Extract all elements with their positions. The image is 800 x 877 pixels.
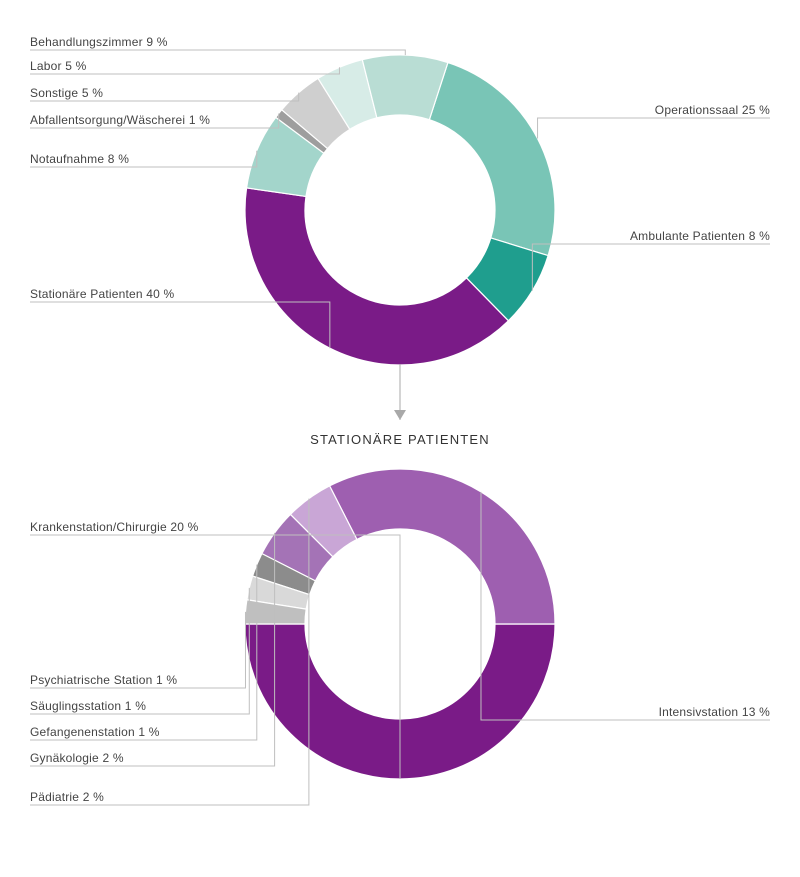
label-paediatrie: Pädiatrie 2 % [30,790,104,804]
label-stationaere: Stationäre Patienten 40 % [30,287,175,301]
label-abfall: Abfallentsorgung/Wäscherei 1 % [30,113,210,127]
label-behandlungszimmer: Behandlungszimmer 9 % [30,35,168,49]
label-saeuglings: Säuglingsstation 1 % [30,699,146,713]
slice-operationssaal [429,63,555,256]
label-sonstige: Sonstige 5 % [30,86,103,100]
donut-bottom: Krankenstation/Chirurgie 20 % Intensivsta… [30,469,770,805]
leader-saeuglings [30,588,249,714]
label-krankenstation: Krankenstation/Chirurgie 20 % [30,520,199,534]
donut-top: Operationssaal 25 % Ambulante Patienten 8… [30,35,770,365]
label-notaufnahme: Notaufnahme 8 % [30,152,129,166]
leader-ambulante [532,244,770,291]
slice-intensiv [330,469,555,624]
label-labor: Labor 5 % [30,59,87,73]
leader-behandlungszimmer [30,50,405,55]
label-intensiv: Intensivstation 13 % [659,705,771,719]
breakdown-title: STATIONÄRE PATIENTEN [310,432,490,447]
arrow-head-icon [394,410,406,420]
donut-charts: Operationssaal 25 % Ambulante Patienten 8… [0,0,800,877]
label-psychiatrisch: Psychiatrische Station 1 % [30,673,177,687]
label-operationssaal: Operationssaal 25 % [655,103,770,117]
label-gefangenen: Gefangenenstation 1 % [30,725,160,739]
label-ambulante: Ambulante Patienten 8 % [630,229,770,243]
leader-operationssaal [538,118,770,139]
label-gynaekologie: Gynäkologie 2 % [30,751,124,765]
